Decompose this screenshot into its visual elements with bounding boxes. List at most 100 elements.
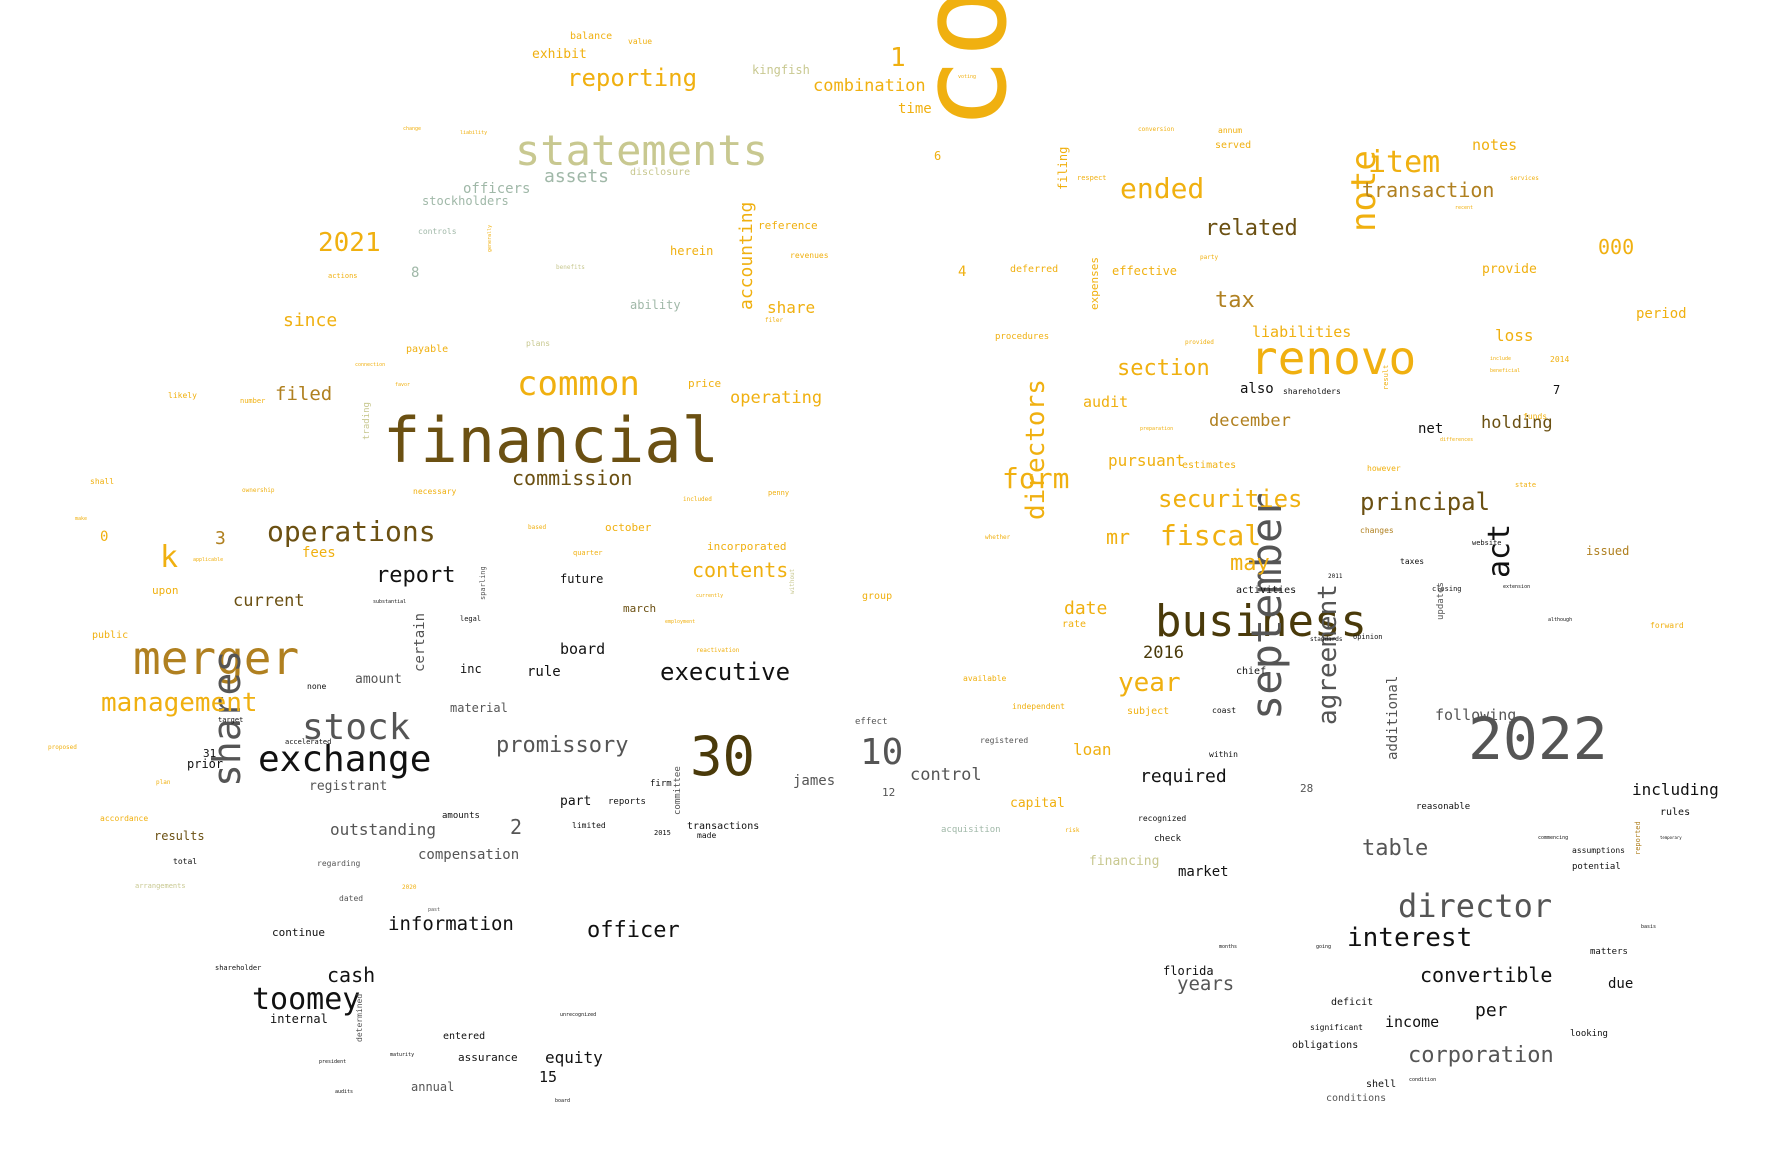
cloud-word: market: [1178, 864, 1229, 880]
cloud-word: employment: [665, 619, 696, 625]
cloud-word: filer: [765, 317, 784, 324]
cloud-word: estimates: [1182, 460, 1237, 471]
cloud-word: subject: [1127, 706, 1170, 717]
cloud-word: conditions: [1326, 1093, 1387, 1104]
cloud-word: effective: [1112, 264, 1178, 278]
cloud-word: matters: [1590, 947, 1628, 957]
cloud-word: form: [1002, 462, 1070, 495]
cloud-word: make: [75, 516, 88, 522]
cloud-word: equity: [545, 1048, 603, 1067]
cloud-word: commission: [512, 466, 633, 490]
cloud-word: acquisition: [941, 825, 1001, 835]
cloud-word: entered: [443, 1031, 486, 1042]
cloud-word: registered: [980, 736, 1029, 745]
cloud-word: business: [1155, 596, 1367, 647]
cloud-word: arrangements: [135, 882, 186, 890]
cloud-word: differences: [1440, 437, 1474, 443]
cloud-word: reference: [758, 219, 818, 232]
cloud-word: proposed: [48, 744, 77, 751]
cloud-word: board: [560, 640, 606, 658]
cloud-word: executive: [660, 658, 791, 686]
cloud-word: years: [1177, 973, 1235, 995]
cloud-word: required: [1140, 766, 1227, 787]
cloud-word: related: [1205, 216, 1298, 241]
cloud-word: net: [1418, 421, 1444, 437]
cloud-word: december: [1209, 411, 1291, 431]
cloud-word: prior: [187, 757, 224, 771]
cloud-word: plan: [156, 779, 171, 786]
cloud-word: incorporated: [707, 540, 787, 553]
cloud-word: past: [428, 907, 441, 913]
cloud-word: plans: [526, 339, 551, 348]
cloud-word: balance: [570, 31, 613, 42]
cloud-word: commencing: [1538, 835, 1569, 841]
cloud-word: value: [628, 37, 653, 46]
cloud-word: toomey: [252, 982, 361, 1017]
cloud-word: combination: [813, 76, 926, 96]
cloud-word: holding: [1481, 413, 1553, 433]
cloud-word: 3: [215, 528, 226, 549]
cloud-word: trading: [362, 402, 372, 440]
cloud-word: going: [1316, 944, 1332, 950]
cloud-word: convertible: [1420, 963, 1553, 987]
cloud-word: continue: [272, 926, 325, 939]
cloud-word: 6: [934, 149, 942, 163]
cloud-word: principal: [1360, 488, 1491, 516]
cloud-word: transaction: [1362, 178, 1495, 202]
cloud-word: include: [1490, 356, 1512, 362]
cloud-word: following: [1435, 706, 1517, 724]
cloud-word: fees: [302, 545, 336, 561]
cloud-word: part: [560, 794, 592, 809]
cloud-word: assets: [544, 166, 610, 187]
cloud-word: provided: [1185, 339, 1214, 346]
cloud-word: filing: [1056, 146, 1070, 190]
cloud-word: may: [1230, 551, 1270, 576]
cloud-word: legal: [460, 615, 482, 623]
cloud-word: income: [1385, 1013, 1440, 1031]
cloud-word: available: [963, 674, 1007, 683]
cloud-word: public: [92, 630, 129, 641]
cloud-word: 12: [882, 786, 896, 799]
cloud-word: filed: [275, 383, 333, 405]
cloud-word: financial: [383, 404, 719, 477]
cloud-word: 2021: [318, 228, 381, 258]
cloud-word: since: [283, 310, 338, 331]
cloud-word: statements: [515, 126, 768, 175]
cloud-word: assurance: [458, 1051, 518, 1064]
cloud-word: rate: [1062, 619, 1087, 630]
cloud-word: penny: [768, 489, 790, 497]
cloud-word: firm: [650, 779, 672, 789]
cloud-word: results: [154, 829, 205, 843]
cloud-word: 30: [690, 725, 756, 788]
cloud-word: contents: [692, 558, 789, 582]
cloud-word: risk: [1065, 827, 1080, 834]
cloud-word: 2022: [1468, 705, 1608, 773]
cloud-word: determined: [355, 993, 364, 1042]
cloud-word: months: [1219, 944, 1238, 950]
cloud-word: procedures: [995, 332, 1050, 342]
cloud-word: march: [623, 602, 657, 615]
cloud-word: currently: [696, 593, 724, 599]
cloud-word: october: [605, 521, 652, 534]
cloud-word: likely: [168, 391, 197, 400]
cloud-word: director: [1398, 887, 1553, 925]
cloud-word: internal: [270, 1012, 328, 1026]
cloud-word: material: [450, 701, 508, 715]
cloud-word: shall: [90, 477, 115, 486]
cloud-word: recognized: [1138, 814, 1187, 823]
cloud-word: forward: [1650, 621, 1684, 630]
cloud-word: operations: [267, 515, 436, 548]
cloud-word: price: [688, 377, 722, 390]
cloud-word: connection: [355, 362, 386, 368]
cloud-word: funds: [1523, 412, 1548, 421]
cloud-word: amounts: [442, 811, 480, 821]
cloud-word: without: [789, 568, 796, 594]
cloud-word: report: [376, 563, 456, 588]
cloud-word: issued: [1586, 544, 1630, 558]
cloud-word: within: [1209, 750, 1238, 759]
cloud-word: obligations: [1292, 1040, 1359, 1051]
cloud-word: reporting: [567, 64, 698, 92]
cloud-word: applicable: [193, 557, 224, 563]
cloud-word: directors: [1021, 379, 1051, 520]
cloud-word: renovo: [1250, 331, 1417, 385]
